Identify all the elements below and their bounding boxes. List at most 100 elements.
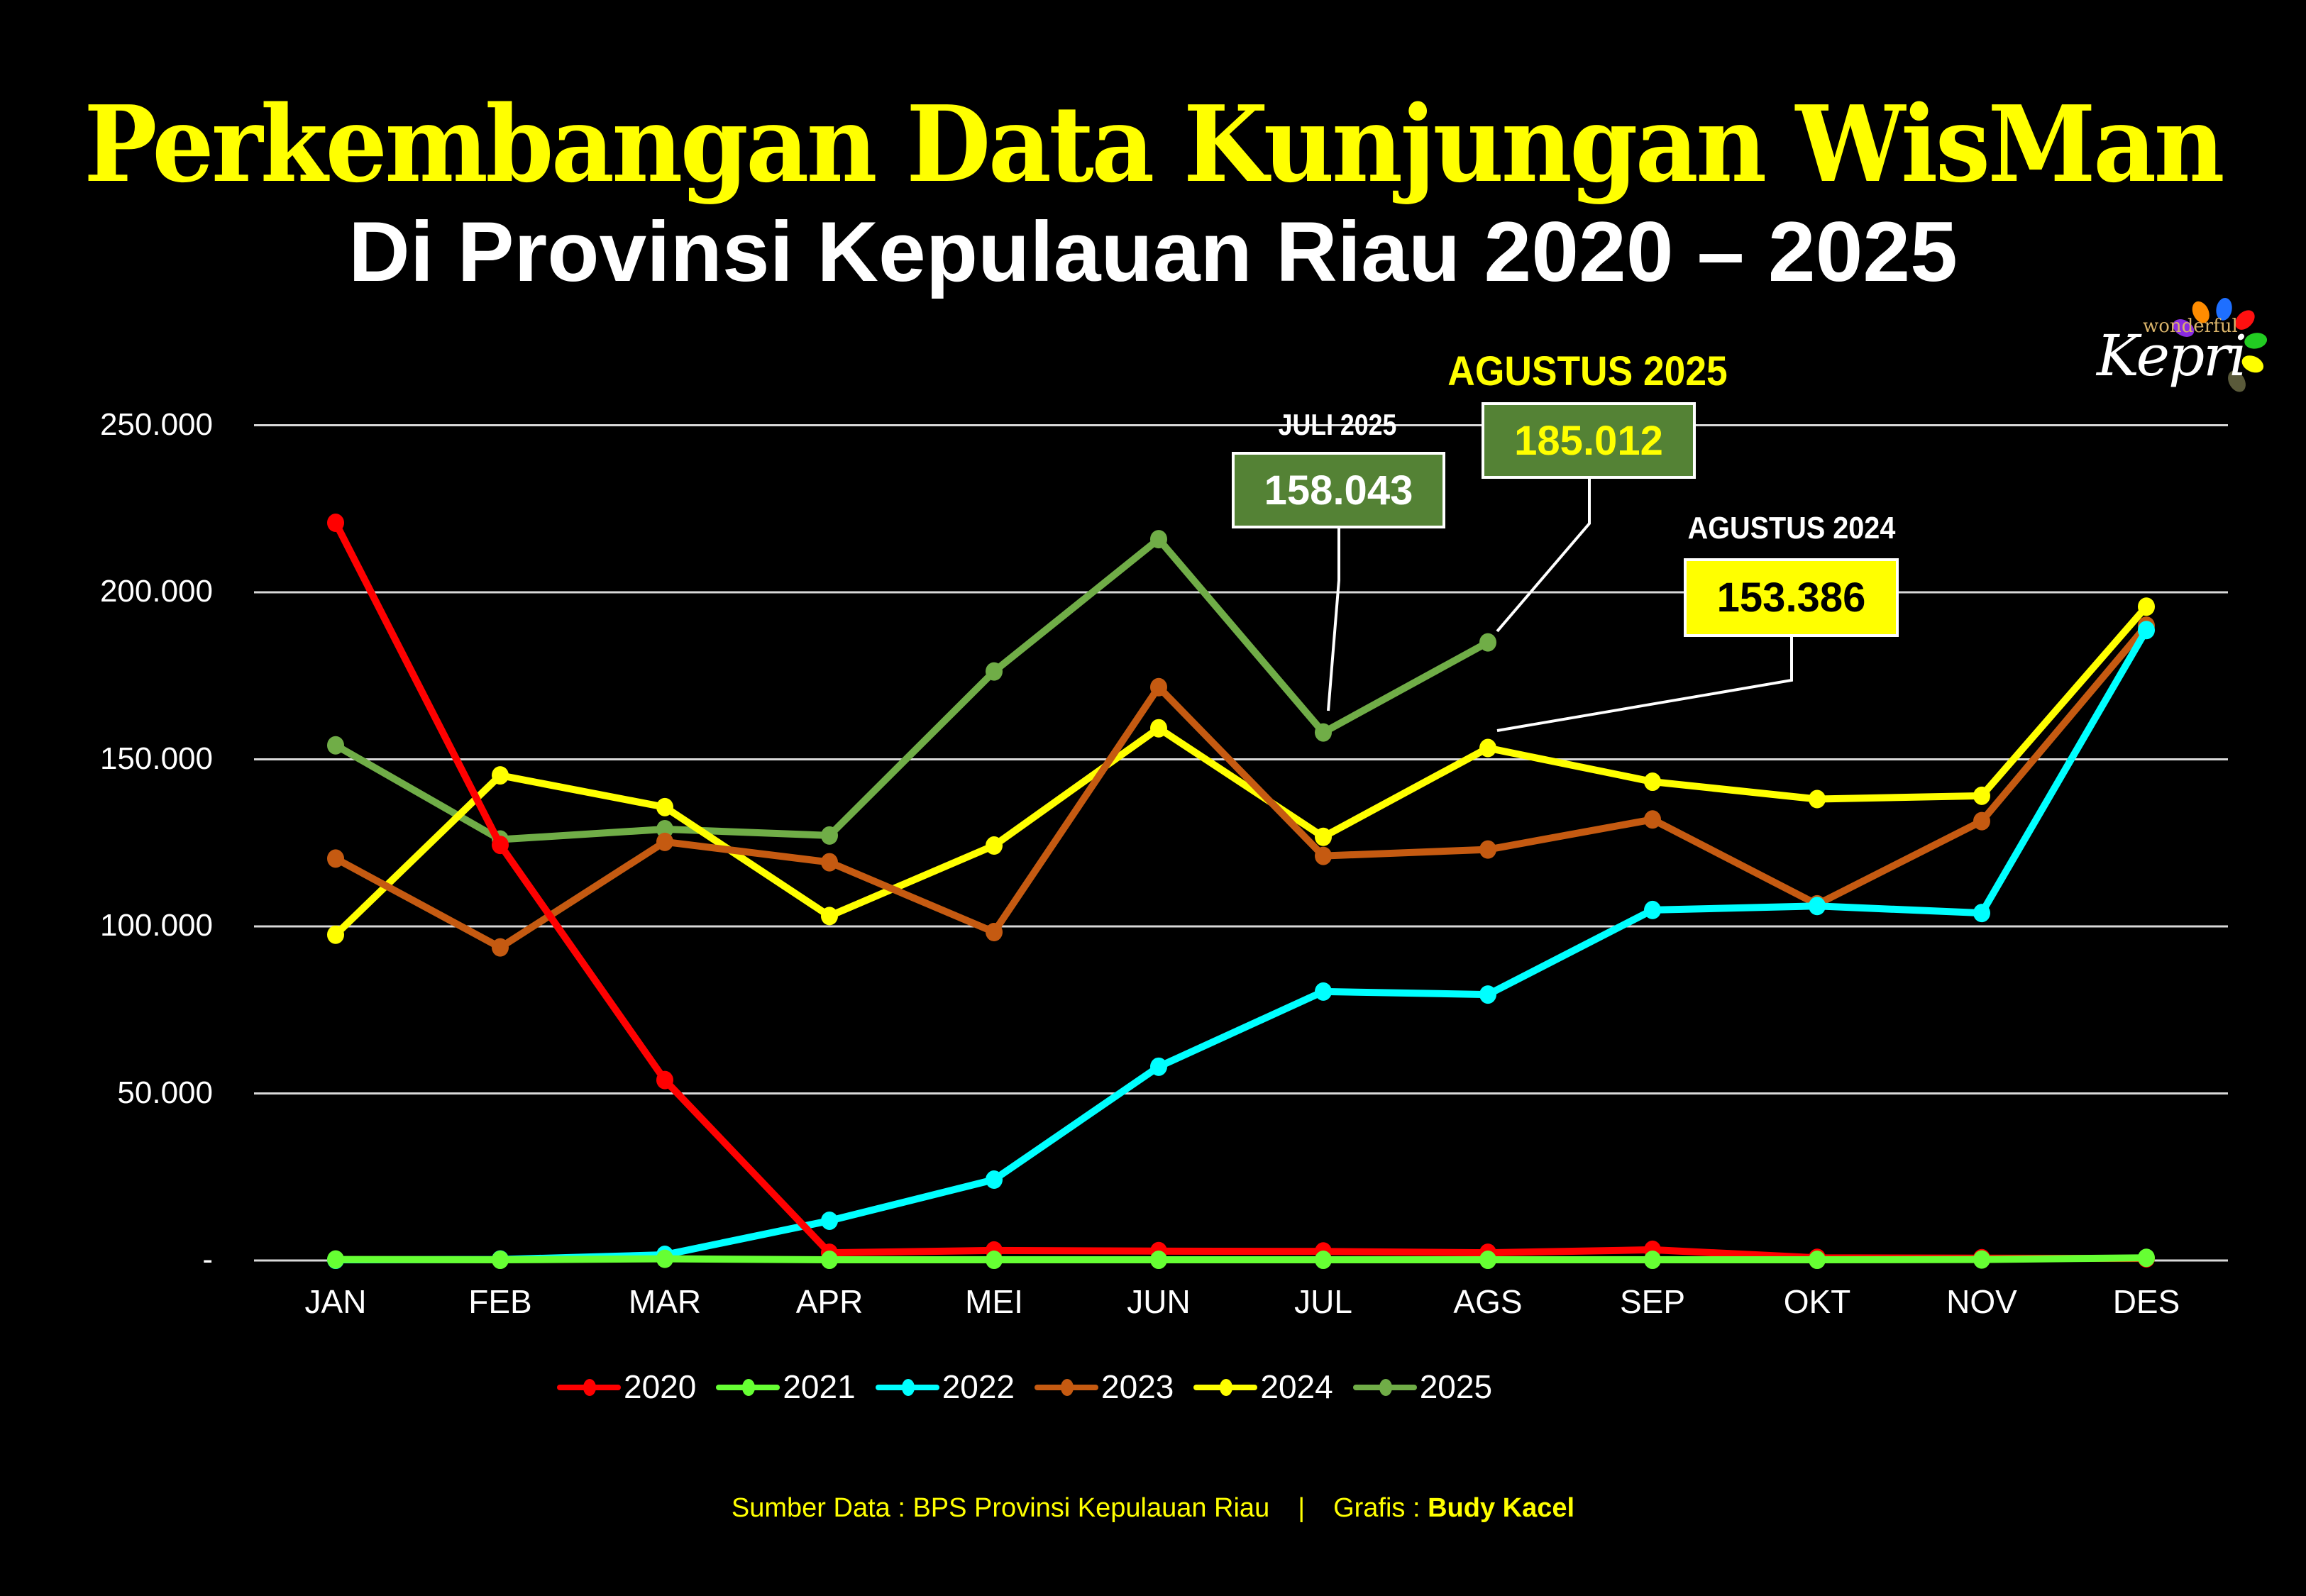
legend-label: 2023 bbox=[1101, 1368, 1174, 1405]
data-point bbox=[1150, 719, 1167, 738]
flower-petals-icon bbox=[2173, 297, 2267, 392]
data-point bbox=[492, 836, 509, 855]
data-point bbox=[327, 1250, 344, 1269]
legend-marker-icon bbox=[557, 1365, 621, 1408]
series-2024 bbox=[327, 597, 2155, 944]
logo-wonderful-text: wonderful bbox=[2143, 316, 2238, 337]
data-point bbox=[1973, 904, 1990, 923]
legend-marker-icon bbox=[1035, 1365, 1099, 1408]
data-point bbox=[327, 514, 344, 533]
y-tick-label: 200.000 bbox=[99, 574, 213, 609]
legend-item-2024: 2024 bbox=[1193, 1365, 1333, 1408]
data-point bbox=[821, 907, 838, 926]
data-point bbox=[1973, 811, 1990, 831]
callout-agustus-2025-box: 185.012 bbox=[1482, 402, 1696, 479]
x-tick-label: NOV bbox=[1946, 1283, 2017, 1320]
data-point bbox=[1150, 677, 1167, 697]
callout-juli-2025-box: 158.043 bbox=[1232, 452, 1445, 528]
legend-label: 2022 bbox=[942, 1368, 1015, 1405]
x-tick-label: MEI bbox=[965, 1283, 1023, 1320]
y-tick-label: 50.000 bbox=[117, 1075, 213, 1110]
x-tick-label: JUN bbox=[1127, 1283, 1191, 1320]
data-point bbox=[986, 1170, 1003, 1190]
legend-item-2025: 2025 bbox=[1352, 1365, 1492, 1408]
data-point bbox=[821, 826, 838, 845]
legend-marker-icon bbox=[716, 1365, 780, 1408]
callout-connector bbox=[1327, 528, 1340, 711]
data-point bbox=[1315, 723, 1332, 742]
callout-juli-2025-label: JULI 2025 bbox=[1278, 408, 1397, 441]
data-point bbox=[1315, 827, 1332, 846]
data-point bbox=[1315, 846, 1332, 865]
data-point bbox=[1809, 1251, 1826, 1270]
data-point bbox=[1644, 772, 1661, 792]
data-point bbox=[821, 1251, 838, 1270]
series-2021 bbox=[327, 1248, 2155, 1270]
data-point bbox=[1315, 1251, 1332, 1270]
logo-kepri-text: Kepri bbox=[2097, 323, 2247, 389]
callout-agustus-2024-value: 153.386 bbox=[1716, 575, 1866, 621]
data-point bbox=[492, 766, 509, 785]
x-tick-label: MAR bbox=[628, 1283, 702, 1320]
legend-item-2022: 2022 bbox=[875, 1365, 1015, 1408]
data-point bbox=[1315, 982, 1332, 1001]
legend-label: 2024 bbox=[1260, 1368, 1333, 1405]
callout-connector bbox=[1496, 479, 1591, 633]
data-point bbox=[2138, 621, 2155, 640]
data-point bbox=[327, 925, 344, 944]
data-point bbox=[327, 849, 344, 868]
legend-marker-icon bbox=[1193, 1365, 1258, 1408]
chart-subtitle: Di Provinsi Kepulauan Riau 2020 – 2025 bbox=[348, 204, 1958, 299]
y-tick-label: 250.000 bbox=[99, 406, 213, 442]
data-point bbox=[656, 797, 673, 816]
footer-credit-name: Budy Kacel bbox=[1428, 1493, 1575, 1523]
data-point bbox=[986, 923, 1003, 942]
data-point bbox=[2138, 597, 2155, 616]
data-point bbox=[656, 819, 673, 838]
data-point bbox=[656, 832, 673, 851]
y-tick-label: 150.000 bbox=[99, 741, 213, 776]
legend-marker-icon bbox=[1352, 1365, 1417, 1408]
data-point bbox=[656, 1070, 673, 1090]
chart-title: Perkembangan Data Kunjungan WisMan bbox=[84, 82, 2225, 206]
legend-label: 2020 bbox=[624, 1368, 697, 1405]
data-point bbox=[1479, 985, 1496, 1004]
y-tick-label: - bbox=[202, 1242, 213, 1277]
data-point bbox=[327, 736, 344, 755]
data-point bbox=[1644, 900, 1661, 919]
x-tick-label: FEB bbox=[468, 1283, 532, 1320]
data-point bbox=[492, 938, 509, 957]
callout-agustus-2025-label: AGUSTUS 2025 bbox=[1447, 348, 1728, 394]
data-point bbox=[1809, 789, 1826, 809]
data-point bbox=[1809, 897, 1826, 916]
data-point bbox=[986, 836, 1003, 855]
chart-legend: 2020 2021 2022 2023 2024 2025 bbox=[557, 1365, 1512, 1408]
data-point bbox=[656, 1249, 673, 1268]
callout-agustus-2024-label: AGUSTUS 2024 bbox=[1687, 511, 1896, 545]
data-point bbox=[1479, 738, 1496, 758]
data-point bbox=[1150, 1251, 1167, 1270]
data-point bbox=[1479, 840, 1496, 859]
data-point bbox=[1479, 633, 1496, 652]
x-tick-label: JUL bbox=[1294, 1283, 1352, 1320]
data-point bbox=[1150, 1057, 1167, 1076]
y-tick-label: 100.000 bbox=[99, 908, 213, 943]
x-tick-label: OKT bbox=[1783, 1283, 1851, 1320]
footer-separator: | bbox=[1298, 1493, 1306, 1523]
data-point bbox=[986, 1251, 1003, 1270]
footer-credits: Sumber Data : BPS Provinsi Kepulauan Ria… bbox=[0, 1493, 2306, 1524]
x-tick-label: SEP bbox=[1619, 1283, 1686, 1320]
x-tick-label: DES bbox=[2112, 1283, 2180, 1320]
x-tick-label: APR bbox=[795, 1283, 864, 1320]
footer-source: Sumber Data : BPS Provinsi Kepulauan Ria… bbox=[731, 1493, 1270, 1523]
callout-connector bbox=[1496, 637, 1793, 732]
legend-item-2023: 2023 bbox=[1035, 1365, 1174, 1408]
data-point bbox=[821, 853, 838, 872]
callout-agustus-2024-box: 153.386 bbox=[1684, 558, 1899, 637]
data-point bbox=[1644, 810, 1661, 829]
data-point bbox=[1150, 530, 1167, 549]
legend-item-2021: 2021 bbox=[716, 1365, 856, 1408]
series-2022 bbox=[327, 621, 2155, 1270]
legend-item-2020: 2020 bbox=[557, 1365, 696, 1408]
